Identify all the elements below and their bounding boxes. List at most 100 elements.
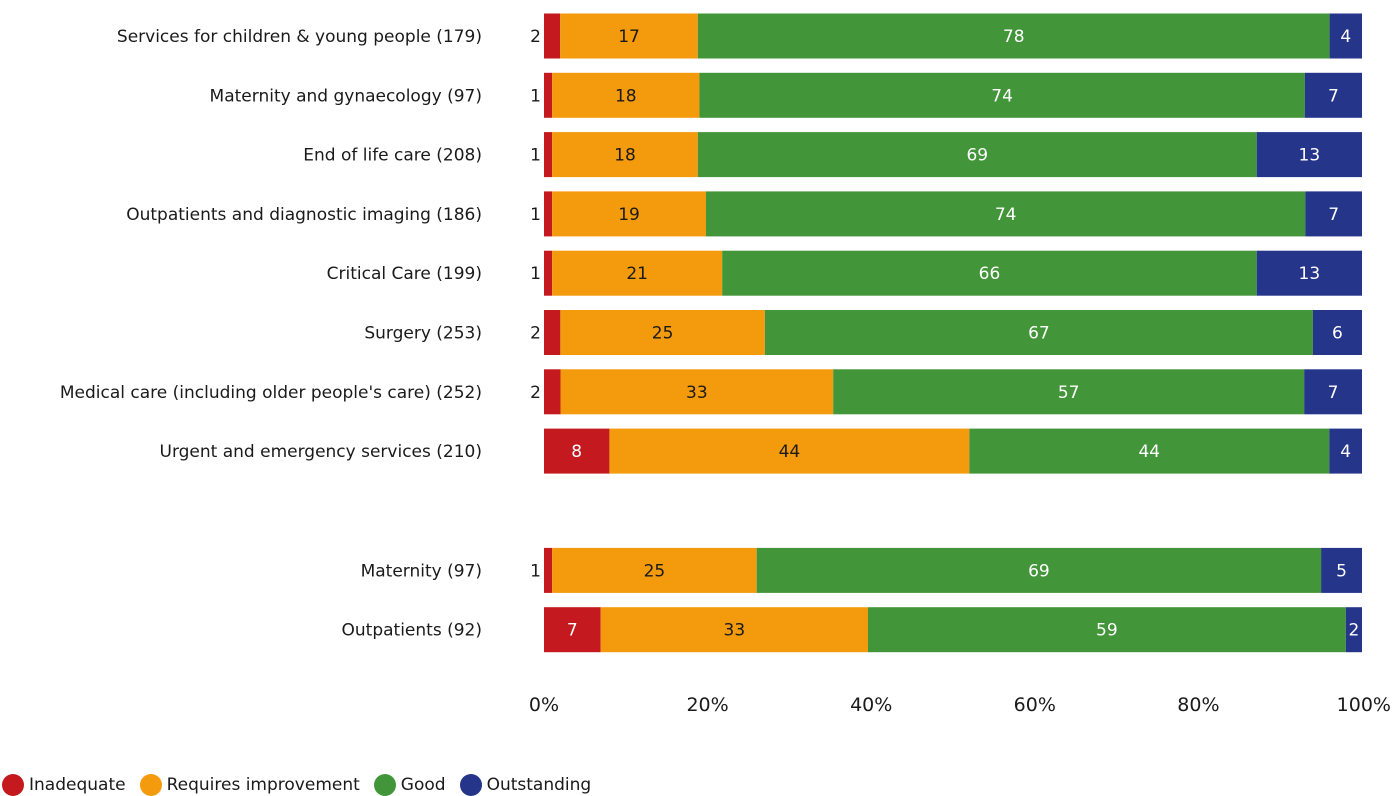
legend-item-inadequate: Inadequate	[2, 774, 126, 796]
x-tick-label: 0%	[529, 694, 559, 716]
bar-segment-outstanding	[1345, 607, 1362, 653]
category-label: Medical care (including older people's c…	[60, 383, 482, 403]
bar-segment-good	[697, 132, 1257, 178]
legend-swatch-requires-improvement	[139, 774, 162, 796]
bar-segment-requires-improvement	[552, 72, 700, 118]
bar-segment-requires-improvement	[552, 250, 723, 296]
data-label: 66	[979, 264, 1001, 284]
category-label: Maternity and gynaecology (97)	[210, 86, 482, 106]
legend-label: Outstanding	[486, 775, 592, 795]
data-label: 25	[644, 561, 666, 581]
data-label: 33	[686, 383, 708, 403]
bar-segment-inadequate	[544, 191, 553, 237]
bar-segment-good	[756, 547, 1322, 593]
legend-swatch-good	[373, 774, 396, 796]
bar-segment-good	[705, 191, 1306, 237]
legend: Inadequate Requires improvement Good Out…	[2, 774, 605, 796]
data-label: 7	[1328, 383, 1339, 403]
category-label: Surgery (253)	[364, 324, 482, 344]
bar-segment-good	[833, 369, 1305, 415]
bar-segment-inadequate	[544, 310, 561, 355]
bar-segment-outstanding	[1304, 72, 1362, 118]
bar-segment-outstanding	[1256, 250, 1362, 296]
bar-segment-requires-improvement	[552, 132, 698, 178]
data-label: 2	[530, 383, 541, 403]
data-label: 69	[1028, 561, 1050, 581]
bar-segment-outstanding	[1256, 132, 1362, 178]
data-label: 57	[1058, 383, 1080, 403]
data-label: 13	[1299, 264, 1321, 284]
data-label: 25	[652, 324, 674, 344]
x-tick-label: 80%	[1177, 694, 1219, 716]
bar-segment-inadequate	[544, 250, 553, 296]
data-label: 74	[995, 205, 1017, 225]
data-label: 18	[614, 146, 636, 166]
data-label: 7	[567, 621, 578, 641]
bar-segment-requires-improvement	[560, 13, 698, 59]
bar-segment-requires-improvement	[609, 428, 970, 474]
legend-label: Good	[400, 775, 446, 795]
bar-segment-outstanding	[1329, 13, 1362, 59]
data-label: 8	[571, 442, 582, 462]
bar-segment-inadequate	[544, 132, 553, 178]
bar-segment-inadequate	[544, 607, 601, 653]
bar-segment-outstanding	[1304, 369, 1362, 415]
data-label: 4	[1340, 27, 1351, 47]
data-label: 13	[1299, 146, 1321, 166]
bar-segment-good	[764, 310, 1313, 355]
x-tick-label: 100%	[1337, 694, 1391, 716]
bar-segment-inadequate	[544, 428, 610, 474]
data-label: 5	[1336, 561, 1347, 581]
data-label: 7	[1328, 205, 1339, 225]
category-label: Services for children & young people (17…	[117, 27, 482, 47]
bar-segment-inadequate	[544, 547, 553, 593]
bar-segment-requires-improvement	[552, 547, 757, 593]
data-label: 33	[724, 621, 746, 641]
bar-segment-requires-improvement	[560, 369, 834, 415]
legend-label: Inadequate	[29, 775, 126, 795]
data-label: 1	[530, 146, 541, 166]
data-label: 69	[966, 146, 988, 166]
data-label: 74	[991, 86, 1013, 106]
x-tick-label: 20%	[686, 694, 728, 716]
data-label: 1	[530, 205, 541, 225]
bar-segment-requires-improvement	[552, 191, 706, 237]
category-label: Maternity (97)	[361, 561, 482, 581]
data-label: 6	[1332, 324, 1343, 344]
data-label: 2	[530, 324, 541, 344]
data-label: 18	[615, 86, 637, 106]
category-label: Urgent and emergency services (210)	[160, 442, 483, 462]
bar-segment-good	[699, 72, 1305, 118]
data-label: 59	[1096, 621, 1118, 641]
legend-swatch-inadequate	[2, 774, 24, 796]
data-label: 17	[618, 27, 640, 47]
legend-item-outstanding: Outstanding	[459, 774, 592, 796]
bar-segment-outstanding	[1329, 428, 1362, 474]
bar-segment-good	[969, 428, 1330, 474]
data-label: 19	[618, 205, 640, 225]
data-label: 2	[530, 27, 541, 47]
x-tick-label: 40%	[850, 694, 892, 716]
bar-segment-good	[867, 607, 1346, 653]
data-label: 67	[1028, 324, 1050, 344]
category-label: Outpatients and diagnostic imaging (186)	[126, 205, 482, 225]
data-label: 1	[530, 264, 541, 284]
category-label: End of life care (208)	[303, 146, 482, 166]
bar-segment-outstanding	[1321, 547, 1362, 593]
legend-item-good: Good	[373, 774, 446, 796]
data-label: 1	[530, 86, 541, 106]
bar-segment-good	[722, 250, 1257, 296]
bar-segment-inadequate	[544, 72, 553, 118]
data-label: 7	[1328, 86, 1339, 106]
data-label: 44	[779, 442, 801, 462]
x-tick-label: 60%	[1014, 694, 1056, 716]
bar-segment-inadequate	[544, 369, 561, 415]
legend-label: Requires improvement	[166, 775, 360, 795]
data-label: 44	[1138, 442, 1160, 462]
category-label: Critical Care (199)	[327, 264, 482, 284]
bar-segment-inadequate	[544, 13, 561, 59]
bar-segment-outstanding	[1312, 310, 1362, 355]
bar-segment-outstanding	[1305, 191, 1362, 237]
category-label: Outpatients (92)	[342, 621, 482, 641]
